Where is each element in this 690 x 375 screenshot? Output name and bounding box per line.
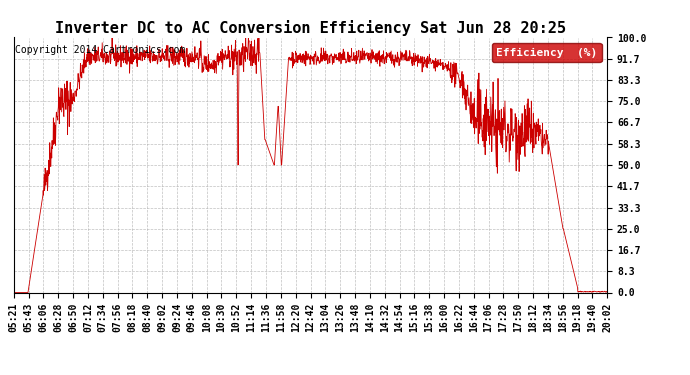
Legend: Efficiency  (%): Efficiency (%): [491, 43, 602, 62]
Text: Copyright 2014 Cartronics.com: Copyright 2014 Cartronics.com: [15, 45, 186, 55]
Title: Inverter DC to AC Conversion Efficiency Sat Jun 28 20:25: Inverter DC to AC Conversion Efficiency …: [55, 20, 566, 36]
